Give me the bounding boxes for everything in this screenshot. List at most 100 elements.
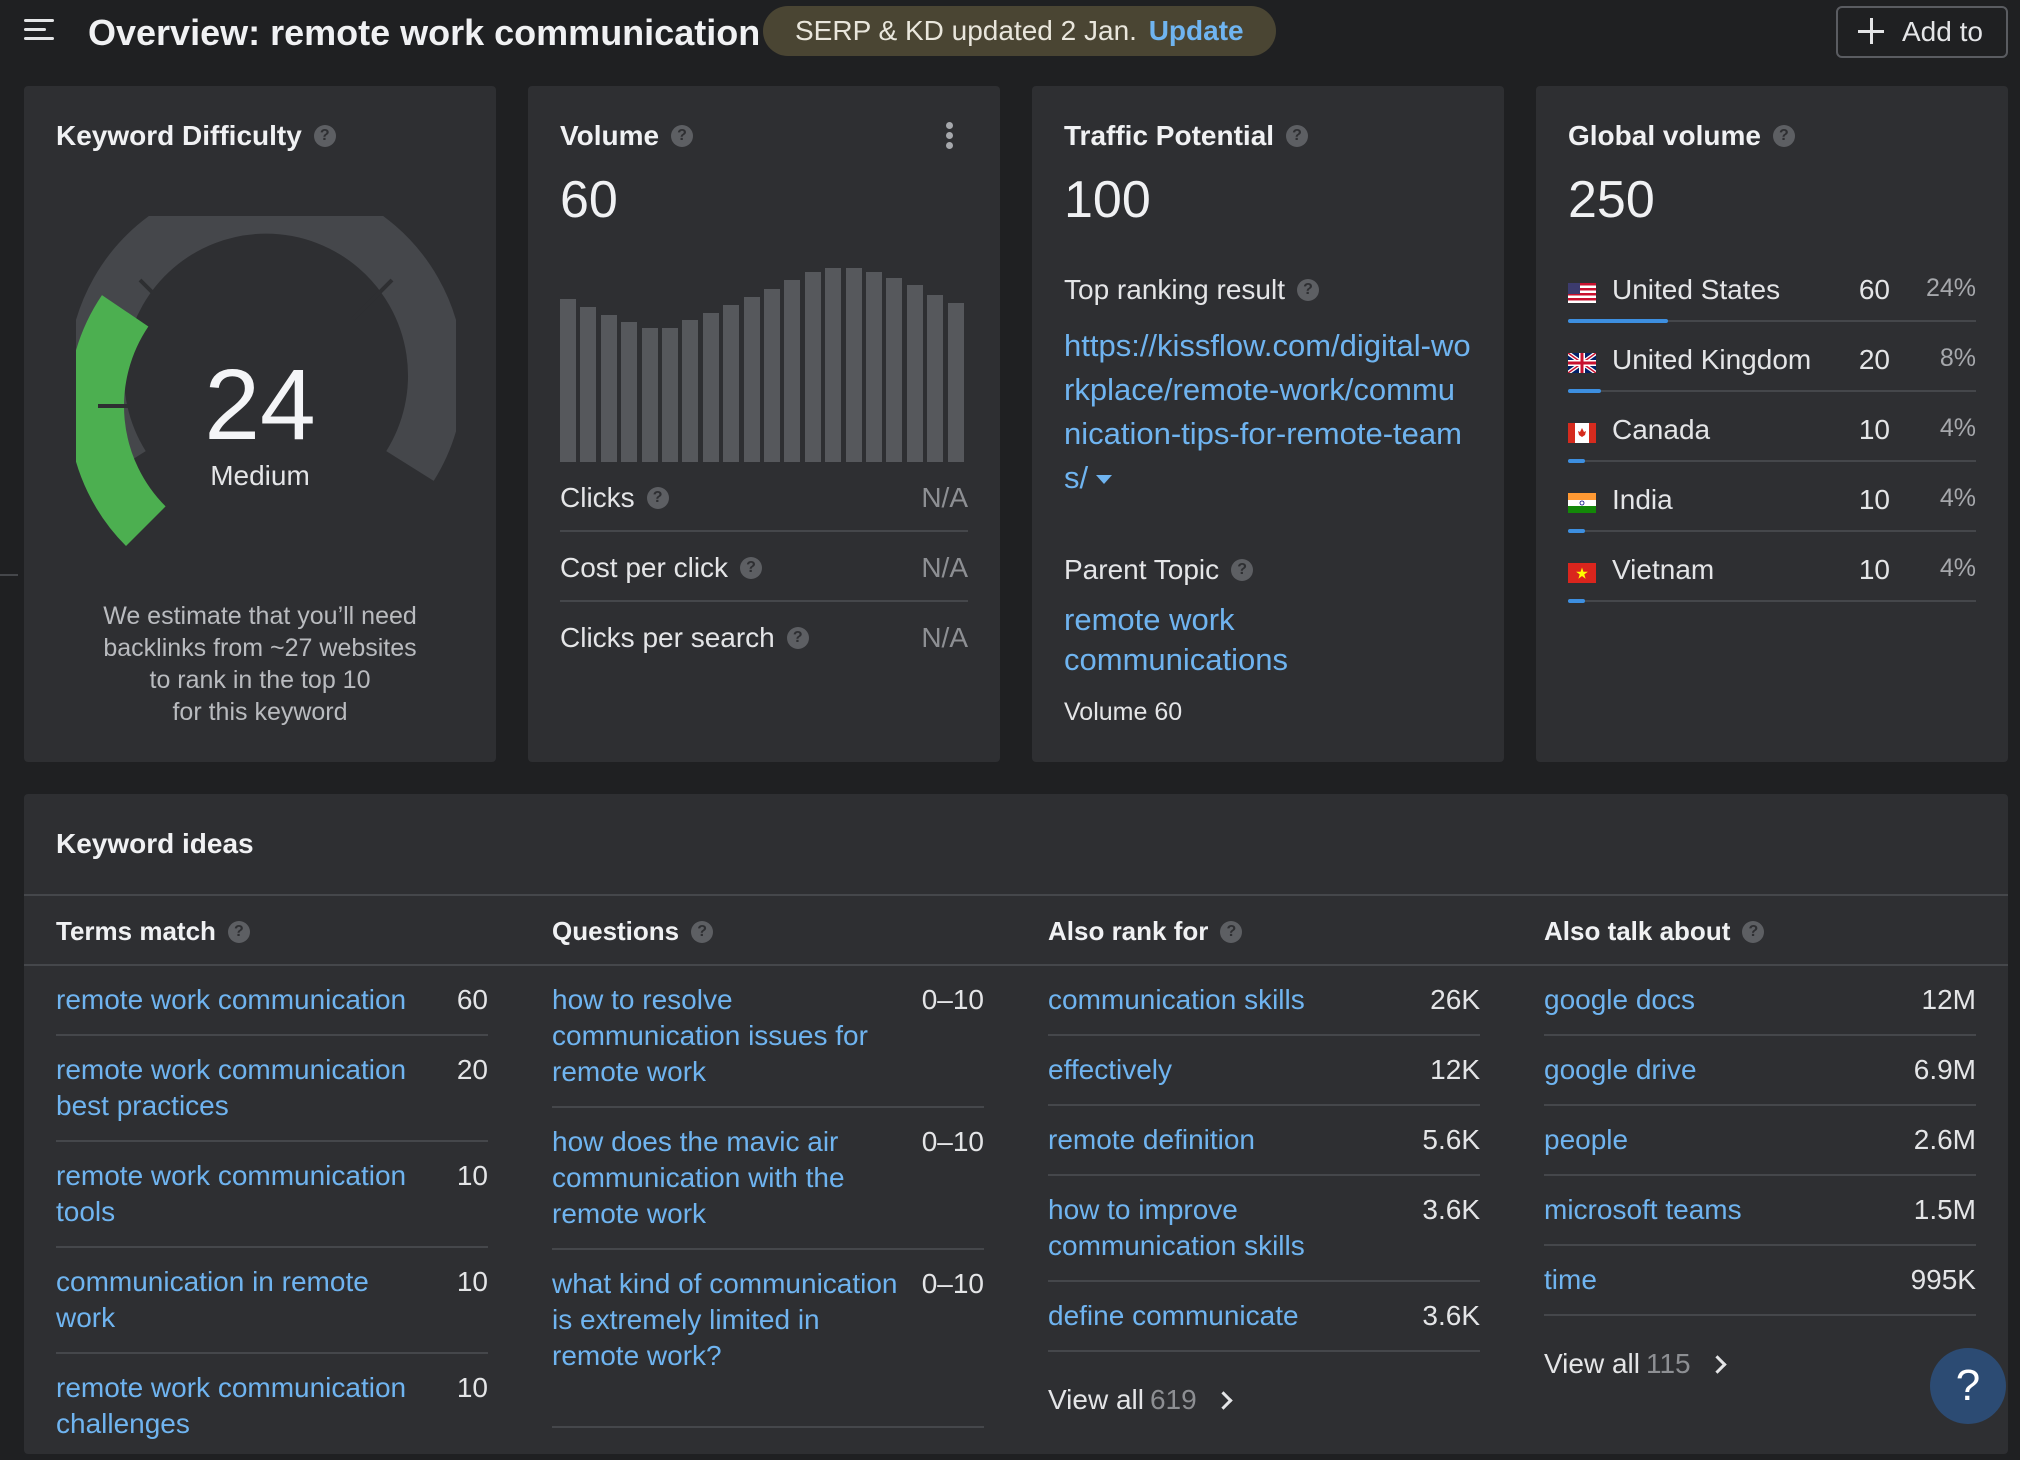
trend-bar (641, 328, 658, 462)
share-track (1568, 390, 1976, 392)
share-track (1568, 320, 1976, 322)
help-icon[interactable]: ? (313, 125, 336, 147)
questions-header[interactable]: Questions? (552, 916, 714, 947)
list-item[interactable]: how does the mavic air communication wit… (552, 1108, 984, 1250)
volume-title: Volume? (560, 120, 694, 152)
list-item[interactable]: how to improve communication skills 3.6K (1048, 1176, 1480, 1282)
serp-update-notice: SERP & KD updated 2 Jan. Update (763, 6, 1276, 56)
list-item[interactable]: microsoft teams 1.5M (1544, 1176, 1976, 1246)
help-icon[interactable]: ? (1220, 920, 1243, 943)
traffic-potential-card: Traffic Potential? 100 Top ranking resul… (1032, 86, 1504, 762)
share-bar (1568, 599, 1585, 603)
more-options-icon[interactable] (946, 122, 954, 150)
caret-down-icon[interactable] (1096, 475, 1113, 485)
country-row[interactable]: Vietnam 10 4% (1568, 540, 1976, 610)
list-item[interactable]: define communicate 3.6K (1048, 1282, 1480, 1352)
share-track (1568, 530, 1976, 532)
list-item[interactable]: communication skills 26K (1048, 966, 1480, 1036)
trend-bar (866, 271, 882, 462)
help-icon[interactable]: ? (1286, 125, 1309, 147)
chevron-right-icon (1214, 1391, 1233, 1410)
add-to-label: Add to (1902, 16, 1983, 47)
clicks-per-search-row: Clicks per search? N/A (560, 622, 968, 653)
trend-bar (662, 328, 678, 462)
list-item[interactable]: remote work communication challenges 10 (56, 1372, 488, 1439)
country-row[interactable]: United States 60 24% (1568, 260, 1976, 330)
trend-bar (784, 279, 801, 462)
trend-bar (743, 297, 760, 462)
help-icon[interactable]: ? (646, 487, 669, 509)
list-item[interactable]: effectively 12K (1048, 1036, 1480, 1106)
kd-label: Medium (210, 460, 310, 491)
keyword-ideas-title: Keyword ideas (56, 828, 254, 859)
kd-value: 24 (204, 349, 316, 461)
share-bar (1568, 459, 1585, 463)
help-icon[interactable]: ? (1742, 920, 1765, 943)
view-all-link[interactable]: View all 115 (1544, 1348, 1727, 1380)
trend-bar (804, 271, 821, 462)
side-divider (0, 574, 18, 576)
help-button[interactable]: ? (1930, 1348, 2006, 1424)
top-bar: Overview: remote work communication SERP… (0, 0, 2020, 66)
parent-topic-link[interactable]: remote work communications (1064, 602, 1288, 677)
country-row[interactable]: India 10 4% (1568, 470, 1976, 540)
list-item[interactable]: remote work communication 60 (56, 966, 488, 1036)
trend-bar (947, 302, 964, 462)
list-item[interactable]: time 995K (1544, 1246, 1976, 1316)
help-icon[interactable]: ? (227, 920, 250, 943)
share-bar (1568, 319, 1668, 323)
kd-description: We estimate that you’ll need backlinks f… (103, 602, 417, 726)
kd-title: Keyword Difficulty? (56, 120, 336, 152)
us-flag-icon (1568, 283, 1596, 303)
also-rank-for-header[interactable]: Also rank for? (1048, 916, 1243, 947)
parent-topic-volume: Volume 60 (1064, 698, 1183, 726)
trend-bar (845, 268, 862, 462)
list-item[interactable]: what kind of communication is extremely … (552, 1250, 984, 1428)
trend-bar (600, 314, 617, 462)
divider (24, 964, 2008, 966)
trend-bar (825, 268, 842, 462)
trend-bar (621, 322, 638, 462)
traffic-value: 100 (1064, 171, 1151, 229)
help-icon[interactable]: ? (1297, 279, 1320, 301)
list-item[interactable]: remote work communication best practices… (56, 1036, 488, 1142)
trend-bar (886, 277, 903, 462)
add-to-button[interactable]: Add to (1836, 6, 2008, 58)
help-icon[interactable]: ? (671, 125, 694, 147)
help-icon[interactable]: ? (1772, 125, 1795, 147)
view-all-link[interactable]: View all 619 (1048, 1384, 1233, 1416)
help-icon[interactable]: ? (1231, 559, 1254, 581)
global-volume-title: Global volume? (1568, 120, 1795, 152)
divider (24, 894, 2008, 896)
volume-value: 60 (560, 171, 618, 229)
list-item[interactable]: google drive 6.9M (1544, 1036, 1976, 1106)
list-item[interactable]: communication in remote work 10 (56, 1248, 488, 1354)
country-row[interactable]: United Kingdom 20 8% (1568, 330, 1976, 400)
list-item[interactable]: google docs 12M (1544, 966, 1976, 1036)
help-icon[interactable]: ? (786, 627, 809, 649)
list-item[interactable]: remote work communication tools 10 (56, 1142, 488, 1248)
also-talk-about-header[interactable]: Also talk about? (1544, 916, 1765, 947)
share-bar (1568, 389, 1602, 393)
list-item[interactable]: people 2.6M (1544, 1106, 1976, 1176)
top-ranking-label: Top ranking result? (1064, 274, 1320, 306)
vietnam-flag-icon (1568, 563, 1596, 583)
hamburger-menu-icon[interactable] (24, 19, 54, 43)
parent-topic-label: Parent Topic? (1064, 554, 1254, 586)
serp-notice-text: SERP & KD updated 2 Jan. (795, 15, 1137, 46)
list-item[interactable]: remote definition 5.6K (1048, 1106, 1480, 1176)
help-icon[interactable]: ? (691, 920, 714, 943)
list-item[interactable]: how to resolve communication issues for … (552, 966, 984, 1108)
global-volume-card: Global volume? 250 United States 60 24% … (1536, 86, 2008, 762)
trend-bar (702, 312, 719, 462)
help-icon[interactable]: ? (740, 557, 763, 579)
share-track (1568, 600, 1976, 602)
trend-bar (764, 289, 780, 462)
global-volume-value: 250 (1568, 171, 1655, 229)
trend-bar (906, 285, 923, 462)
terms-match-header[interactable]: Terms match? (56, 916, 250, 947)
top-ranking-url[interactable]: https://kissflow.com/digital-workplace/r… (1064, 328, 1471, 495)
country-row[interactable]: Canada 10 4% (1568, 400, 1976, 470)
gauge-tick (138, 278, 181, 321)
serp-update-link[interactable]: Update (1148, 15, 1244, 46)
